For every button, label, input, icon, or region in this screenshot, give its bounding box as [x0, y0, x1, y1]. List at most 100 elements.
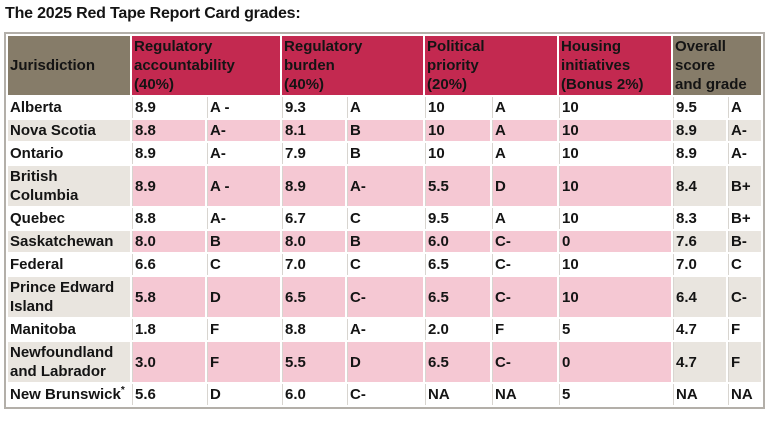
grade-cell: D	[347, 342, 424, 382]
housing-cell: 5	[559, 319, 672, 340]
housing-cell: 10	[559, 143, 672, 164]
column-header: Political priority (20%)	[425, 36, 558, 95]
grade-cell: A-	[347, 166, 424, 206]
overall-score-cell: 4.7	[673, 342, 727, 382]
table-row: Manitoba 1.8 F 8.8 A- 2.0 F 5 4.7 F	[8, 319, 762, 340]
score-cell: 9.3	[282, 97, 346, 118]
score-cell: 8.9	[282, 166, 346, 206]
grade-cell: A -	[207, 97, 281, 118]
overall-score-cell: 8.9	[673, 120, 727, 141]
score-cell: 10	[425, 97, 491, 118]
grade-cell: NA	[492, 384, 558, 405]
table-row: Quebec 8.8 A- 6.7 C 9.5 A 10 8.3 B+	[8, 208, 762, 229]
grade-cell: F	[207, 342, 281, 382]
grade-cell: B	[347, 120, 424, 141]
grade-cell: A	[492, 97, 558, 118]
grade-cell: A	[492, 208, 558, 229]
score-cell: 3.0	[132, 342, 205, 382]
overall-score-cell: 8.4	[673, 166, 727, 206]
jurisdiction-cell: Saskatchewan	[8, 231, 130, 252]
grade-cell: D	[492, 166, 558, 206]
score-cell: 8.9	[132, 143, 205, 164]
grade-cell: C	[347, 208, 424, 229]
housing-cell: 10	[559, 97, 672, 118]
grade-cell: C	[347, 254, 424, 275]
table-row: Prince Edward Island 5.8 D 6.5 C- 6.5 C- 10 6.4 C…	[8, 277, 762, 317]
overall-grade-cell: C-	[728, 277, 762, 317]
overall-grade-cell: B-	[728, 231, 762, 252]
overall-score-cell: 4.7	[673, 319, 727, 340]
jurisdiction-cell: Nova Scotia	[8, 120, 130, 141]
housing-cell: 10	[559, 208, 672, 229]
grade-cell: F	[492, 319, 558, 340]
grade-cell: D	[207, 277, 281, 317]
score-cell: 8.9	[132, 166, 205, 206]
table-header: Jurisdiction Regulatory accountability (4…	[8, 36, 762, 95]
score-cell: 6.5	[425, 342, 491, 382]
housing-cell: 5	[559, 384, 672, 405]
table-row: Alberta 8.9 A -9.3 A 10 A 10 9.5 A	[8, 97, 762, 118]
overall-grade-cell: F	[728, 319, 762, 340]
overall-score-cell: 6.4	[673, 277, 727, 317]
grade-cell: C-	[347, 277, 424, 317]
overall-score-cell: 9.5	[673, 97, 727, 118]
overall-grade-cell: A	[728, 97, 762, 118]
table-row: Saskatchewan 8.0 B 8.0 B 6.0 C- 0 7.6 B-	[8, 231, 762, 252]
jurisdiction-cell: British Columbia	[8, 166, 130, 206]
grade-cell: A	[492, 120, 558, 141]
grade-cell: C	[207, 254, 281, 275]
grade-cell: B	[207, 231, 281, 252]
overall-score-cell: 7.6	[673, 231, 727, 252]
score-cell: 8.8	[132, 208, 205, 229]
jurisdiction-cell: Manitoba	[8, 319, 130, 340]
page: The 2025 Red Tape Report Card grades: Ju…	[4, 5, 768, 414]
jurisdiction-cell: Quebec	[8, 208, 130, 229]
header-row: Jurisdiction Regulatory accountability (4…	[8, 36, 762, 95]
grade-cell: C-	[492, 254, 558, 275]
score-cell: NA	[425, 384, 491, 405]
overall-grade-cell: NA	[728, 384, 762, 405]
overall-grade-cell: B+	[728, 208, 762, 229]
jurisdiction-cell: Federal	[8, 254, 130, 275]
overall-grade-cell: A-	[728, 120, 762, 141]
footnote-asterisk: *	[120, 385, 125, 396]
score-cell: 6.0	[282, 384, 346, 405]
score-cell: 8.8	[132, 120, 205, 141]
table-row: Nova Scotia 8.8 A- 8.1 B 10 A 10 8.9 A-	[8, 120, 762, 141]
score-cell: 7.9	[282, 143, 346, 164]
grade-cell: C-	[492, 342, 558, 382]
report-card-table: Jurisdiction Regulatory accountability (4…	[6, 34, 764, 407]
score-cell: 6.7	[282, 208, 346, 229]
score-cell: 9.5	[425, 208, 491, 229]
grade-cell: A	[492, 143, 558, 164]
score-cell: 5.5	[282, 342, 346, 382]
table-row: Newfoundland and Labrador 3.0 F 5.5 D 6.5 C- 0 4…	[8, 342, 762, 382]
overall-grade-cell: A-	[728, 143, 762, 164]
score-cell: 6.5	[425, 254, 491, 275]
table-row: British Columbia 8.9 A -8.9 A- 5.5 D 10 8.4 B+	[8, 166, 762, 206]
score-cell: 1.8	[132, 319, 205, 340]
score-cell: 6.0	[425, 231, 491, 252]
overall-score-cell: 7.0	[673, 254, 727, 275]
grade-cell: D	[207, 384, 281, 405]
score-cell: 8.0	[132, 231, 205, 252]
overall-grade-cell: B+	[728, 166, 762, 206]
score-cell: 7.0	[282, 254, 346, 275]
grade-cell: A-	[207, 120, 281, 141]
column-header: Housing initiatives (Bonus 2%)	[559, 36, 672, 95]
score-cell: 10	[425, 143, 491, 164]
column-header: Jurisdiction	[8, 36, 130, 95]
grade-cell: B	[347, 231, 424, 252]
column-header: Overall score and grade	[673, 36, 762, 95]
column-header: Regulatory burden (40%)	[282, 36, 424, 95]
jurisdiction-cell: New Brunswick*	[8, 384, 130, 405]
grade-cell: A -	[207, 166, 281, 206]
table-row: Ontario 8.9 A- 7.9 B 10 A 10 8.9 A-	[8, 143, 762, 164]
overall-grade-cell: C	[728, 254, 762, 275]
grade-cell: C-	[492, 231, 558, 252]
score-cell: 6.5	[282, 277, 346, 317]
grade-cell: A-	[207, 143, 281, 164]
housing-cell: 10	[559, 277, 672, 317]
table-row: New Brunswick* 5.6 D 6.0 C- NA NA 5 NA NA	[8, 384, 762, 405]
score-cell: 2.0	[425, 319, 491, 340]
